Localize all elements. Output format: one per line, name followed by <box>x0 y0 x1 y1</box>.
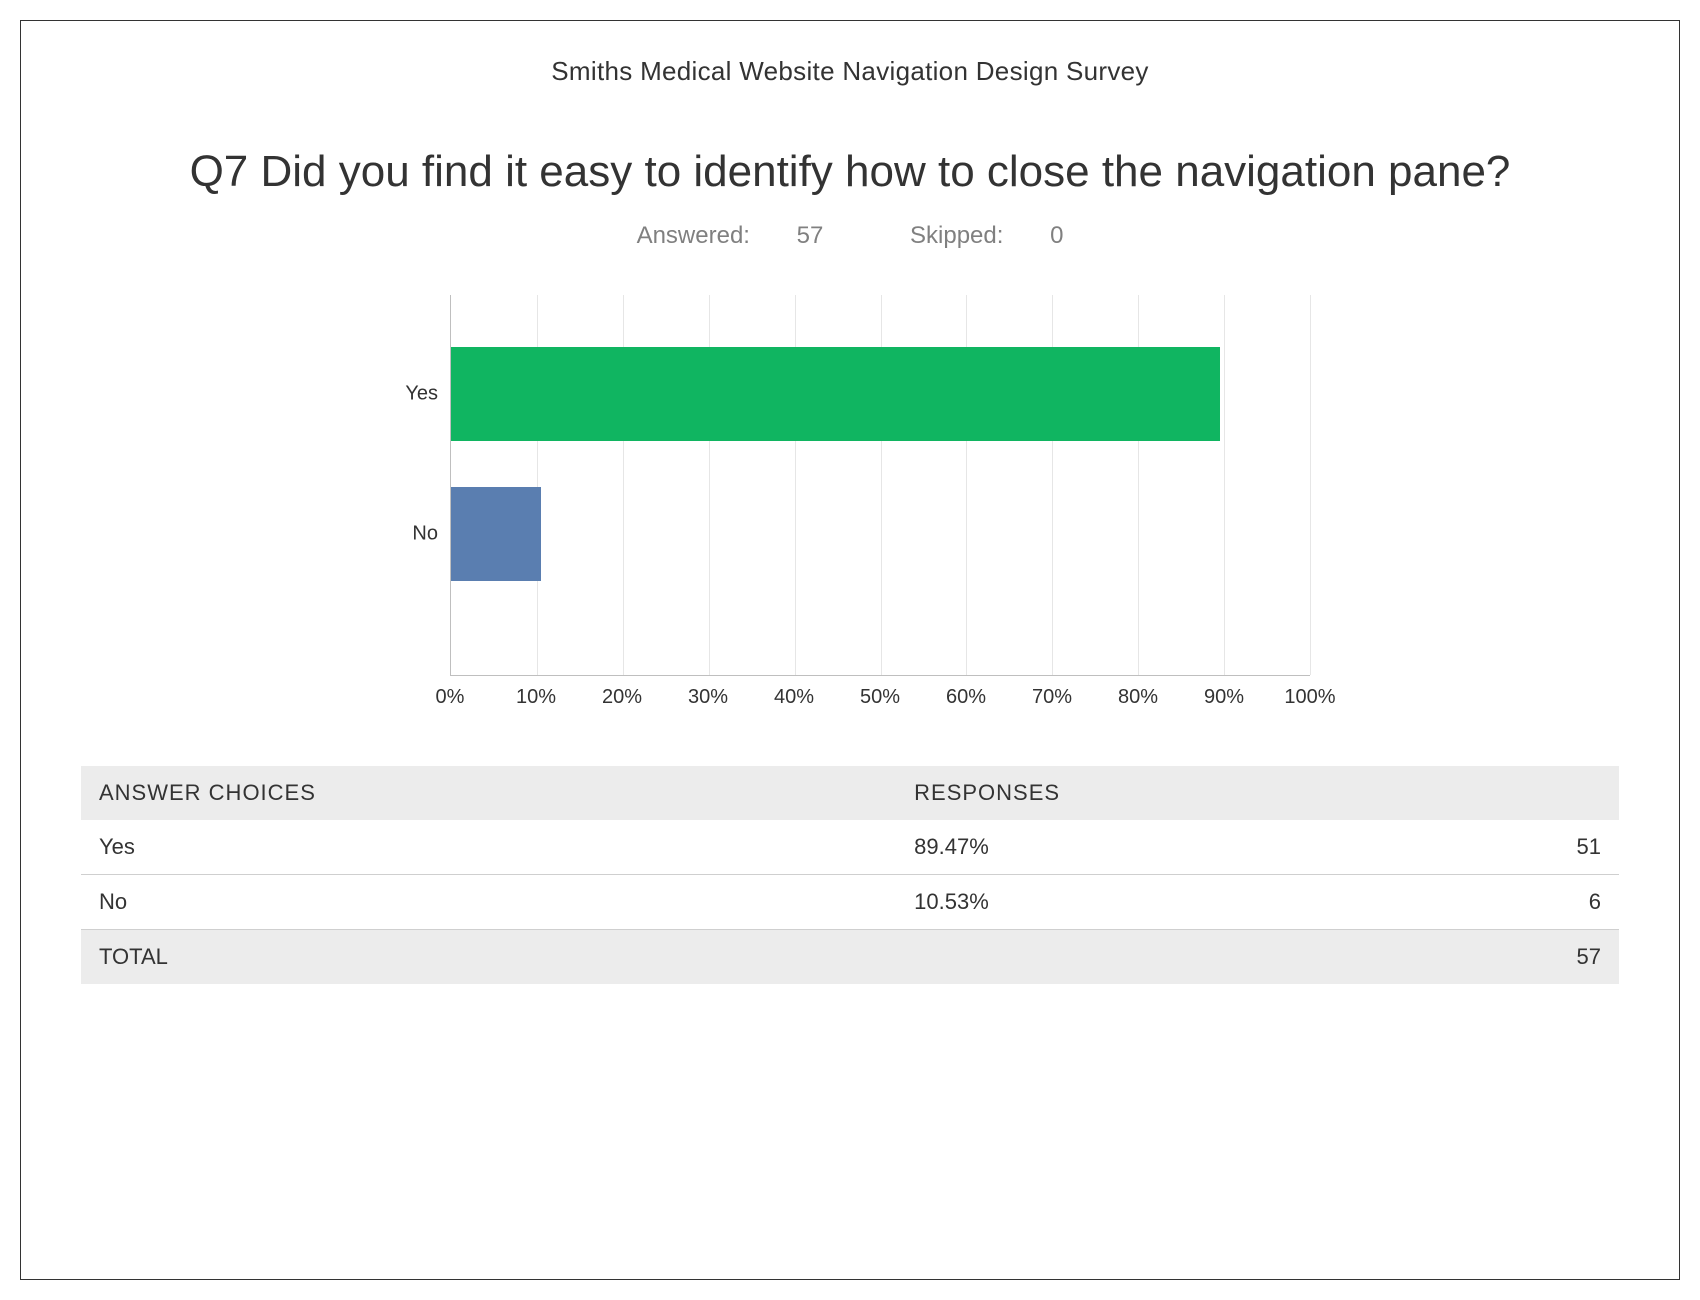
report-frame: Smiths Medical Website Navigation Design… <box>20 20 1680 1280</box>
survey-title: Smiths Medical Website Navigation Design… <box>81 56 1619 87</box>
chart-y-label: No <box>412 523 438 546</box>
answered-label: Answered: <box>637 222 750 249</box>
chart-x-tick: 40% <box>774 686 814 709</box>
chart-x-tick: 20% <box>602 686 642 709</box>
cell-percent: 10.53% <box>896 875 1434 930</box>
skipped-value: 0 <box>1050 222 1063 249</box>
cell-percent: 89.47% <box>896 820 1434 875</box>
header-responses: RESPONSES <box>896 766 1619 820</box>
chart-x-tick: 100% <box>1284 686 1335 709</box>
skipped-label: Skipped: <box>910 222 1003 249</box>
chart-bar <box>451 487 541 581</box>
chart-x-tick: 50% <box>860 686 900 709</box>
bar-chart: YesNo 0%10%20%30%40%50%60%70%80%90%100% <box>390 295 1310 716</box>
chart-x-tick: 0% <box>436 686 465 709</box>
question-title: Q7 Did you find it easy to identify how … <box>81 147 1619 197</box>
cell-choice: No <box>81 875 896 930</box>
chart-bar <box>451 347 1220 441</box>
chart-y-labels: Yes No <box>390 295 450 675</box>
chart-x-tick: 70% <box>1032 686 1072 709</box>
chart-x-tick: 90% <box>1204 686 1244 709</box>
total-label: TOTAL <box>81 930 896 985</box>
response-meta: Answered: 57 Skipped: 0 <box>81 222 1619 250</box>
cell-choice: Yes <box>81 820 896 875</box>
chart-plot-area <box>450 295 1310 676</box>
chart-gridline <box>1310 295 1311 675</box>
table-row: Yes89.47%51 <box>81 820 1619 875</box>
total-count: 57 <box>1434 930 1619 985</box>
cell-count: 6 <box>1434 875 1619 930</box>
chart-x-tick: 30% <box>688 686 728 709</box>
cell-count: 51 <box>1434 820 1619 875</box>
chart-x-tick: 80% <box>1118 686 1158 709</box>
table-total-row: TOTAL 57 <box>81 930 1619 985</box>
answered-value: 57 <box>797 222 824 249</box>
chart-x-tick: 60% <box>946 686 986 709</box>
chart-x-tick: 10% <box>516 686 556 709</box>
results-table: ANSWER CHOICES RESPONSES Yes89.47%51No10… <box>81 766 1619 984</box>
table-row: No10.53%6 <box>81 875 1619 930</box>
chart-gridline <box>1224 295 1225 675</box>
table-header-row: ANSWER CHOICES RESPONSES <box>81 766 1619 820</box>
chart-x-axis: 0%10%20%30%40%50%60%70%80%90%100% <box>450 676 1310 716</box>
chart-y-label: Yes <box>405 382 438 405</box>
header-choices: ANSWER CHOICES <box>81 766 896 820</box>
